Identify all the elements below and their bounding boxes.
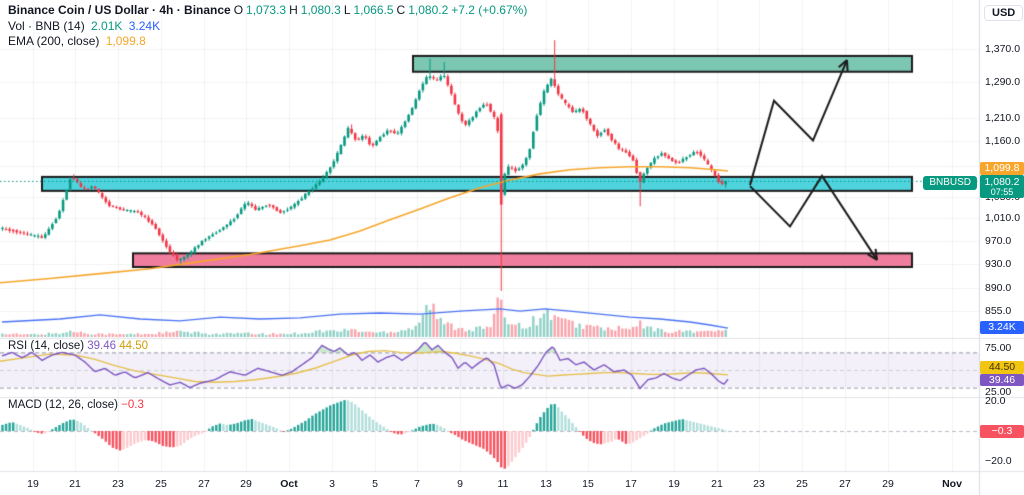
rsi-axis-label: 25.00 [985, 386, 1012, 398]
time-axis-label: 29 [882, 478, 894, 490]
volume-ma-value: 3.24K [128, 18, 161, 33]
open-value: 1,073.3 [246, 3, 287, 17]
price-axis-label: 1,160.0 [985, 135, 1021, 148]
ema-label: EMA (200, close) [8, 34, 100, 48]
time-axis-label: 23 [753, 478, 765, 490]
time-axis-label: 25 [796, 478, 808, 490]
time-axis-label: 19 [27, 478, 39, 490]
change-value: +7.2 (+0.67%) [451, 3, 528, 17]
macd-axis-label: −20.0 [985, 455, 1012, 467]
price-axis-label: 1,010.0 [985, 212, 1021, 225]
symbol-info-row[interactable]: Binance Coin / US Dollar · 4h · Binance O… [8, 3, 530, 19]
symbol-title: Binance Coin / US Dollar · 4h · Binance [8, 3, 231, 17]
time-axis-label: 21 [711, 478, 723, 490]
last-price-value: 1,080.2 [984, 176, 1020, 188]
rsi-indicator-row[interactable]: RSI (14, close) 39.46 44.50 [8, 340, 148, 352]
time-axis-label: Nov [942, 478, 962, 490]
time-axis-label: 25 [155, 478, 167, 490]
time-axis-label: 27 [198, 478, 210, 490]
price-axis-label: 1,290.0 [985, 76, 1021, 89]
time-axis-label: Oct [280, 478, 298, 490]
volume-label: Vol · BNB (14) [8, 18, 85, 33]
volume-value: 2.01K [91, 18, 123, 33]
price-axis-label: 1,370.0 [985, 43, 1021, 55]
time-axis-label: 21 [69, 478, 81, 490]
time-axis-label: 13 [540, 478, 552, 490]
time-axis-label: 3 [329, 478, 335, 490]
price-axis-label: 890.0 [985, 282, 1012, 295]
price-axis-label: 970.0 [985, 234, 1012, 247]
rsi-label: RSI (14, close) [8, 340, 85, 352]
time-axis-label: 17 [625, 478, 637, 490]
price-axis-label: 1,210.0 [985, 111, 1021, 124]
macd-indicator-row[interactable]: MACD (12, 26, close) −0.3 [8, 399, 144, 411]
low-value: 1,066.5 [353, 3, 394, 17]
ema-value: 1,099.8 [105, 34, 146, 48]
volume-ma-badge: 3.24K [980, 321, 1024, 334]
time-axis-label: 27 [839, 478, 851, 490]
macd-badge: −0.3 [980, 424, 1024, 438]
time-axis-label: 29 [240, 478, 252, 490]
rsi-badge: 39.46 [980, 373, 1024, 386]
time-axis-label: 23 [112, 478, 124, 490]
rsi-ma-value: 44.50 [119, 340, 149, 352]
bar-countdown: 07:55 [990, 187, 1014, 197]
time-axis-label: 7 [414, 478, 420, 490]
time-axis-label: 5 [372, 478, 378, 490]
symbol-price-chip: BNBUSD [923, 176, 977, 190]
volume-indicator-row[interactable]: Vol · BNB (14) 2.01K 3.24K [8, 19, 530, 35]
close-value: 1,080.2 [408, 3, 449, 17]
open-label: O [233, 3, 244, 17]
time-axis-label: 9 [457, 478, 463, 490]
rsi-axis-label: 75.00 [985, 342, 1012, 354]
price-axis-label: 855.0 [985, 304, 1012, 317]
rsi-value: 39.46 [87, 340, 117, 352]
price-axis-label: 930.0 [985, 257, 1012, 270]
macd-value: −0.3 [121, 399, 144, 411]
rsi-ma-badge: 44.50 [980, 361, 1024, 374]
chart-legend: Binance Coin / US Dollar · 4h · Binance O… [8, 3, 530, 50]
close-label: C [396, 3, 406, 17]
time-axis-label: 15 [582, 478, 594, 490]
macd-label: MACD (12, 26, close) [8, 399, 118, 411]
ema-price-badge: 1,099.8 [980, 162, 1024, 175]
currency-toggle-button[interactable]: USD [984, 5, 1024, 21]
time-axis-label: 11 [497, 478, 509, 490]
low-label: L [343, 3, 351, 17]
high-value: 1,080.3 [300, 3, 341, 17]
high-label: H [289, 3, 298, 17]
ema-indicator-row[interactable]: EMA (200, close) 1,099.8 [8, 34, 530, 50]
time-axis-label: 19 [668, 478, 680, 490]
macd-axis-label: 20.0 [985, 395, 1006, 407]
last-price-badge: 1,080.2 07:55 [980, 175, 1024, 198]
